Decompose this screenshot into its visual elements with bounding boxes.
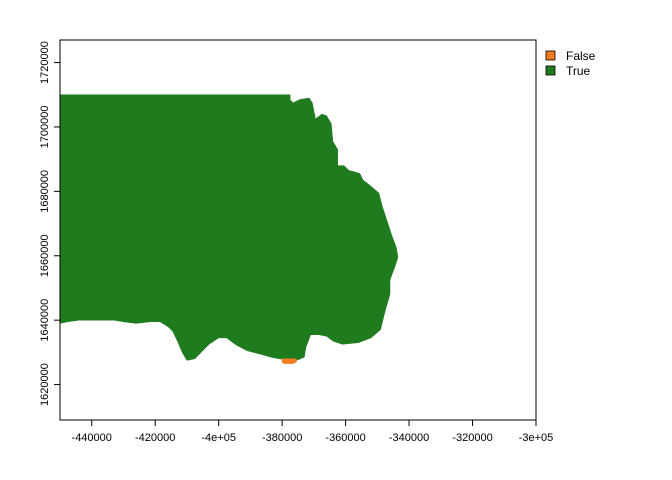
- y-tick-label: 1680000: [39, 170, 51, 213]
- x-tick-label: -320000: [452, 432, 492, 444]
- x-tick-label: -340000: [389, 432, 429, 444]
- x-tick-label: -380000: [262, 432, 302, 444]
- legend-label-true: True: [566, 64, 591, 78]
- x-axis: -440000 -420000 -4e+05 -380000 -360000 -34000…: [72, 420, 554, 444]
- y-tick-label: 1720000: [39, 41, 51, 84]
- y-tick-label: 1620000: [39, 363, 51, 406]
- region-true: [59, 94, 399, 361]
- x-tick-label: -4e+05: [201, 432, 236, 444]
- plot-frame: [59, 39, 537, 421]
- y-tick-label: 1660000: [39, 234, 51, 277]
- legend-label-false: False: [566, 49, 596, 63]
- x-tick-label: -3e+05: [519, 432, 554, 444]
- region-false: [281, 358, 297, 364]
- y-tick-label: 1640000: [39, 299, 51, 342]
- y-axis: 1620000 1640000 1660000 1680000 1700000 17200…: [39, 41, 60, 406]
- legend-swatch-true: [545, 65, 556, 76]
- legend-swatch-false: [545, 50, 556, 61]
- x-tick-label: -440000: [72, 432, 112, 444]
- y-tick-label: 1700000: [39, 106, 51, 149]
- x-tick-label: -360000: [325, 432, 365, 444]
- x-tick-label: -420000: [135, 432, 175, 444]
- raster-regions: [59, 94, 399, 364]
